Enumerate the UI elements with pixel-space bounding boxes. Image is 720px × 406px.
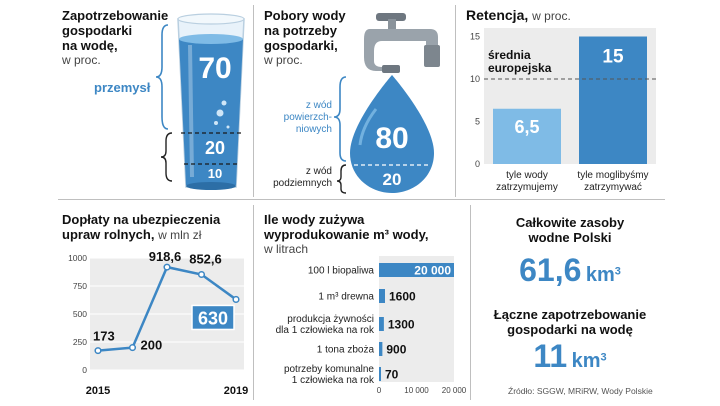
usage-bar (379, 317, 384, 331)
glass-value-20: 20 (204, 138, 226, 158)
ground-value: 20 (382, 170, 402, 189)
reference-line-label: europejska (488, 61, 552, 75)
subsidy-value-label: 852,6 (189, 252, 222, 267)
ground-water-label: z wód podziemnych (273, 166, 332, 189)
panel1-title: Zapotrzebowanie gospodarki na wodę, w pr… (62, 8, 169, 67)
panel3-title: Retencja, w proc. (466, 7, 571, 24)
usage-category-label: 1 m³ drewna (318, 292, 374, 303)
usage-category-label: potrzeby komunalne (284, 364, 374, 375)
usage-category-label: 1 człowieka na rok (292, 375, 375, 386)
usage-category-label: 1 tona zboża (317, 345, 375, 356)
usage-bar (379, 367, 381, 381)
surface-water-label: z wód powierzch- niowych (283, 100, 332, 135)
usage-category-label: produkcja żywności (287, 314, 374, 325)
usage-value-label: 20 000 (414, 264, 451, 278)
retention-category-label: zatrzymujemy (496, 182, 558, 193)
subsidy-ytick-label: 0 (82, 365, 87, 375)
usage-value-label: 1300 (388, 318, 415, 332)
usage-category-label: 100 l biopaliwa (308, 266, 375, 277)
subsidy-ytick-label: 250 (73, 337, 87, 347)
divider-horizontal (58, 199, 665, 200)
subsidy-chart: 0 250 500 750 1000 173 200 918,6 852,6 630 2015 201… (68, 249, 248, 397)
subsidy-point (128, 344, 137, 352)
retention-value-label: 6,5 (514, 117, 539, 137)
subsidy-ytick-label: 1000 (68, 253, 87, 263)
usage-xtick-label: 10 000 (404, 386, 429, 395)
usage-value-label: 900 (386, 343, 406, 357)
retention-category-label: tyle wody (506, 170, 548, 181)
subsidy-point (232, 295, 240, 303)
usage-bar (379, 263, 454, 277)
subsidy-point (94, 347, 102, 355)
subsidy-value-label: 200 (141, 338, 163, 353)
water-usage-chart: 20 000 100 l biopaliwa 1600 1 m³ drewna 1300… (276, 256, 467, 395)
industry-label: przemysł (94, 80, 151, 95)
usage-value-label: 1600 (389, 290, 416, 304)
retention-ytick-label: 0 (475, 159, 480, 169)
usage-bar (379, 342, 383, 356)
subsidy-ytick-label: 750 (73, 281, 87, 291)
usage-value-label: 70 (385, 368, 399, 382)
divider-vertical-right-bottom (470, 205, 471, 400)
retention-value-label: 15 (602, 47, 624, 68)
source-note: Źródło: SGGW, MRiRW, Wody Polskie (508, 386, 653, 396)
brace-70 (155, 24, 169, 130)
divider-vertical-left (253, 5, 254, 197)
retention-ytick-label: 5 (475, 117, 480, 127)
water-fill (179, 39, 243, 185)
usage-xtick-label: 0 (377, 386, 382, 395)
retention-bar (579, 36, 647, 164)
tap-and-drop-illustration (333, 13, 440, 194)
panel5-title: Ile wody zużywa wyprodukowanie m³ wody, … (264, 212, 429, 256)
divider-vertical-left-bottom (253, 205, 254, 400)
glass-illustration (155, 13, 245, 190)
panel6-title2: Łączne zapotrzebowanie gospodarki na wod… (493, 307, 647, 337)
subsidy-value-label: 630 (198, 308, 228, 328)
subsidy-value-label: 173 (93, 329, 115, 344)
water-drop (350, 75, 434, 193)
panel4-title: Dopłaty na ubezpieczenia upraw rolnych, … (62, 212, 221, 242)
subsidy-xtick-label: 2015 (86, 385, 110, 397)
usage-xtick-label: 20 000 (442, 386, 467, 395)
panel2-title: Pobory wody na potrzeby gospodarki, w pr… (264, 8, 346, 67)
total-resources-value: 61,6 km3 (519, 252, 621, 288)
subsidy-value-label: 918,6 (149, 249, 182, 264)
usage-category-label: dla 1 człowieka na rok (276, 325, 375, 336)
total-demand-value: 11 km3 (533, 338, 607, 374)
tap-icon (364, 13, 440, 73)
subsidy-point (163, 263, 171, 271)
usage-bar (379, 289, 385, 303)
surface-value: 80 (375, 122, 409, 155)
glass-value-10: 10 (207, 166, 223, 181)
reference-line-label: średnia (488, 48, 531, 62)
retention-ytick-label: 15 (470, 32, 480, 42)
subsidy-ytick-label: 500 (73, 309, 87, 319)
subsidy-point (197, 270, 206, 279)
retention-category-label: zatrzymywać (584, 182, 642, 193)
retention-ytick-label: 10 (470, 74, 480, 84)
brace-30 (160, 132, 173, 182)
retention-bar (493, 108, 561, 164)
subsidy-xtick-label: 2019 (224, 385, 248, 397)
divider-vertical-right (455, 5, 456, 197)
glass-value-70: 70 (198, 52, 232, 85)
subsidy-highlight-box (191, 304, 235, 331)
panel6-title1: Całkowite zasoby wodne Polski (515, 215, 625, 245)
retention-category-label: tyle moglibyśmy (577, 170, 648, 181)
